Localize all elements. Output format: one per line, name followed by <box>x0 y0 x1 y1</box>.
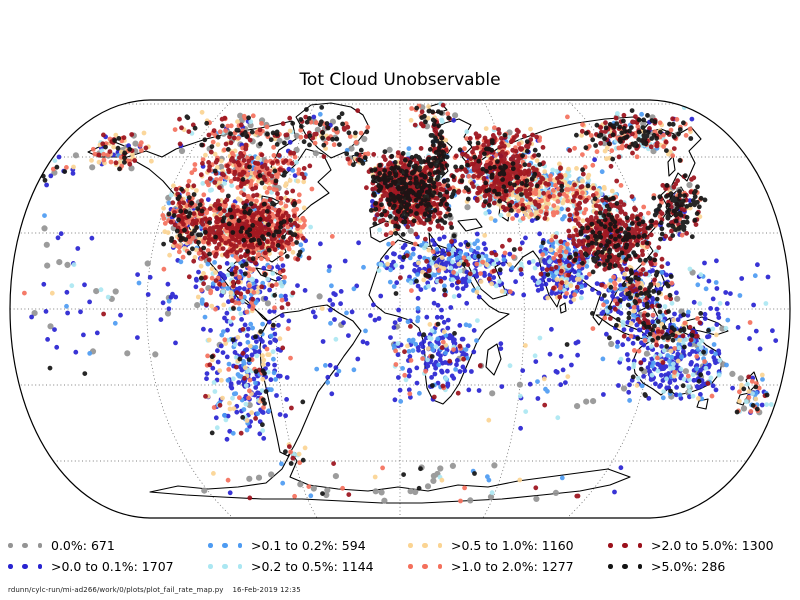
legend-marker-dot <box>37 564 42 569</box>
legend-marker-dot <box>208 543 213 548</box>
legend-item: 0.0%: 671 <box>8 535 115 556</box>
legend-marker <box>608 563 642 570</box>
legend-marker-dot <box>437 543 442 548</box>
legend-marker-dot <box>237 564 242 569</box>
legend-marker-dot <box>422 542 428 549</box>
legend-marker <box>208 542 242 549</box>
legend-marker-dot <box>622 563 628 570</box>
legend: 0.0%: 671 >0.1 to 0.2%: 594 >0.5 to 1.0%: … <box>8 535 796 579</box>
figure-caption: rdunn/cylc-run/mi-ad266/work/0/plots/plo… <box>8 586 301 594</box>
chart-title: Tot Cloud Unobservable <box>299 70 501 90</box>
legend-marker-dot <box>637 543 642 548</box>
legend-marker-dot <box>608 564 613 569</box>
legend-item: >0.5 to 1.0%: 1160 <box>408 535 574 556</box>
dots-category-5 <box>19 103 762 504</box>
legend-item: >0.1 to 0.2%: 594 <box>208 535 366 556</box>
legend-item: >5.0%: 286 <box>608 556 725 577</box>
legend-item: >0.2 to 0.5%: 1144 <box>208 556 374 577</box>
legend-marker-dot <box>408 564 413 569</box>
legend-label: >0.5 to 1.0%: 1160 <box>451 538 574 553</box>
legend-marker-dot <box>22 563 28 570</box>
legend-marker-dot <box>8 543 13 548</box>
legend-marker-dot <box>237 543 242 548</box>
legend-label: >2.0 to 5.0%: 1300 <box>651 538 774 553</box>
map-area <box>10 100 790 518</box>
legend-marker <box>208 563 242 570</box>
legend-item: >0.0 to 0.1%: 1707 <box>8 556 174 577</box>
legend-marker <box>408 542 442 549</box>
legend-row: 0.0%: 671 >0.1 to 0.2%: 594 >0.5 to 1.0%: … <box>8 535 796 556</box>
legend-item: >1.0 to 2.0%: 1277 <box>408 556 574 577</box>
legend-marker-dot <box>37 543 42 548</box>
legend-marker-dot <box>222 542 228 549</box>
legend-marker-dot <box>408 543 413 548</box>
legend-marker-dot <box>637 564 642 569</box>
dots-category-7 <box>40 105 770 497</box>
legend-label: 0.0%: 671 <box>51 538 115 553</box>
legend-label: >0.0 to 0.1%: 1707 <box>51 559 174 574</box>
legend-item: >2.0 to 5.0%: 1300 <box>608 535 774 556</box>
legend-label: >5.0%: 286 <box>651 559 726 574</box>
timestamp: 16-Feb-2019 12:35 <box>232 586 301 594</box>
legend-label: >0.1 to 0.2%: 594 <box>251 538 366 553</box>
legend-marker <box>608 542 642 549</box>
legend-marker <box>8 563 42 570</box>
script-path: rdunn/cylc-run/mi-ad266/work/0/plots/plo… <box>8 586 224 594</box>
legend-marker-dot <box>422 563 428 570</box>
legend-marker-dot <box>8 564 13 569</box>
legend-marker-dot <box>208 564 213 569</box>
dots-category-3 <box>52 101 774 496</box>
station-dots <box>19 101 779 504</box>
map-frame <box>9 99 791 519</box>
dots-category-6 <box>25 102 768 501</box>
legend-marker-dot <box>22 542 28 549</box>
legend-marker <box>8 542 42 549</box>
legend-label: >0.2 to 0.5%: 1144 <box>251 559 374 574</box>
legend-marker-dot <box>608 543 613 548</box>
legend-marker-dot <box>622 542 628 549</box>
legend-marker-dot <box>222 563 228 570</box>
legend-label: >1.0 to 2.0%: 1277 <box>451 559 574 574</box>
legend-marker-dot <box>437 564 442 569</box>
legend-row: >0.0 to 0.1%: 1707 >0.2 to 0.5%: 1144 >1.0… <box>8 556 796 577</box>
dots-category-0 <box>27 104 763 504</box>
legend-marker <box>408 563 442 570</box>
